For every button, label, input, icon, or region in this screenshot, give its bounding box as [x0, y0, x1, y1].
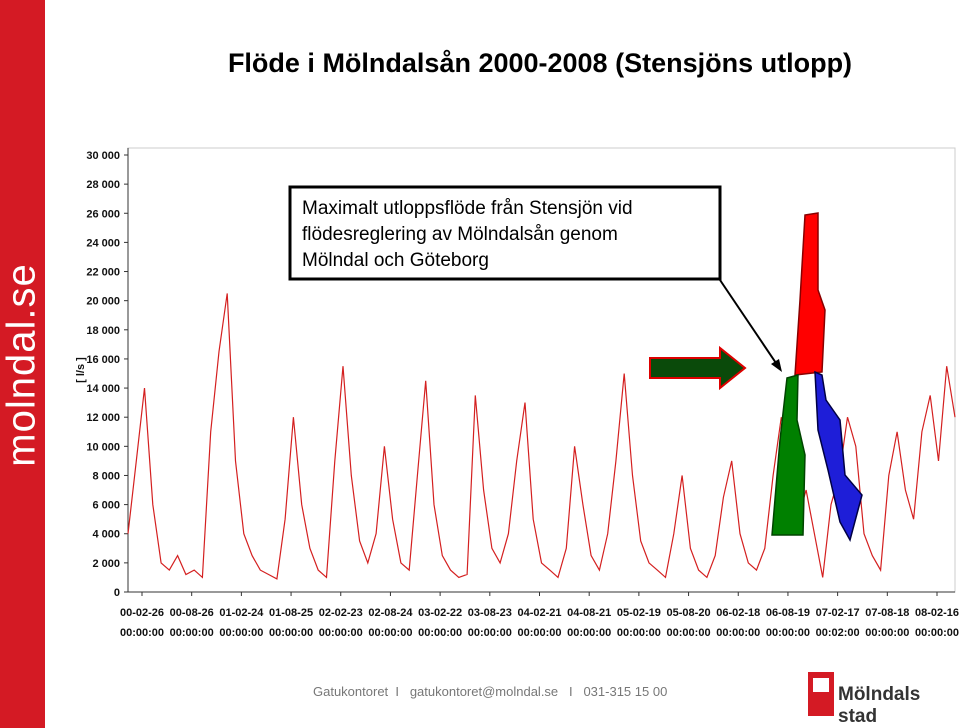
y-tick-label: 10 000: [86, 441, 120, 453]
y-tick-label: 18 000: [86, 325, 120, 337]
x-tick-label: 01-02-24: [219, 607, 264, 619]
x-tick-label: 00:00:00: [517, 627, 561, 639]
x-tick-label: 05-08-20: [667, 607, 711, 619]
y-tick-label: 8 000: [92, 470, 120, 482]
x-tick-label: 00:00:00: [170, 627, 214, 639]
x-tick-label: 00:00:00: [120, 627, 164, 639]
annotation-box: [288, 185, 722, 281]
slide-title: Flöde i Mölndalsån 2000-2008 (Stensjöns …: [227, 48, 853, 78]
pointer-line: [719, 279, 779, 367]
blue-shape: [814, 370, 863, 542]
x-tick-label: 00:00:00: [269, 627, 313, 639]
x-tick-label: 00:00:00: [368, 627, 412, 639]
y-tick-label: 2 000: [92, 558, 120, 570]
green-arrow: [649, 345, 747, 391]
x-tick-label: 00:00:00: [617, 627, 661, 639]
pointer-head: [771, 359, 782, 372]
annotation-line: Mölndal och Göteborg: [302, 250, 489, 271]
footer: Gatukontoret I gatukontoret@molndal.se I…: [313, 684, 668, 699]
x-tick-label: 00:00:00: [716, 627, 760, 639]
x-tick-label: 00:00:00: [319, 627, 363, 639]
x-tick-label: 00:00:00: [667, 627, 711, 639]
logo-text: Mölndals stad: [838, 684, 921, 727]
y-tick-label: 30 000: [86, 150, 120, 162]
x-tick-label: 03-02-22: [418, 607, 462, 619]
annotation-line: Maximalt utloppsflöde från Stensjön vid: [302, 198, 633, 219]
y-tick-label: 16 000: [86, 354, 120, 366]
x-tick-label: 04-02-21: [517, 607, 561, 619]
x-tick-label: 00:00:00: [219, 627, 263, 639]
y-tick-label: 6 000: [92, 500, 120, 512]
y-tick-label: 12 000: [86, 412, 120, 424]
y-tick-label: 22 000: [86, 267, 120, 279]
x-tick-label: 02-02-23: [319, 607, 363, 619]
x-tick-label: 07-08-18: [865, 607, 909, 619]
x-tick-label: 04-08-21: [567, 607, 611, 619]
x-tick-label: 00-02-26: [120, 607, 164, 619]
y-tick-label: 20 000: [86, 296, 120, 308]
annotation-line: flödesreglering av Mölndalsån genom: [302, 224, 618, 245]
x-tick-label: 03-08-23: [468, 607, 512, 619]
y-axis-label: [ l/s ]: [75, 357, 87, 383]
x-tick-label: 00:00:00: [865, 627, 909, 639]
x-tick-label: 00:00:00: [915, 627, 959, 639]
y-tick-label: 26 000: [86, 208, 120, 220]
y-tick-label: 28 000: [86, 179, 120, 191]
x-tick-label: 00:00:00: [567, 627, 611, 639]
y-tick-label: 14 000: [86, 383, 120, 395]
x-tick-label: 02-08-24: [368, 607, 413, 619]
logo-emblem: [813, 678, 829, 692]
x-tick-label: 05-02-19: [617, 607, 661, 619]
green-shape: [771, 374, 806, 536]
x-tick-label: 07-02-17: [816, 607, 860, 619]
x-tick-label: 01-08-25: [269, 607, 313, 619]
y-tick-label: 24 000: [86, 237, 120, 249]
x-tick-label: 00:02:00: [816, 627, 860, 639]
side-bar: molndal.se: [0, 0, 45, 728]
x-tick-label: 08-02-16: [915, 607, 959, 619]
y-tick-label: 4 000: [92, 529, 120, 541]
x-tick-label: 00:00:00: [418, 627, 462, 639]
y-tick-label: 0: [114, 587, 120, 599]
x-tick-label: 06-02-18: [716, 607, 760, 619]
flow-line: [127, 293, 956, 580]
x-tick-label: 06-08-19: [766, 607, 810, 619]
red-shape: [794, 212, 826, 376]
x-tick-label: 00:00:00: [468, 627, 512, 639]
x-tick-label: 00-08-26: [170, 607, 214, 619]
x-tick-label: 00:00:00: [766, 627, 810, 639]
